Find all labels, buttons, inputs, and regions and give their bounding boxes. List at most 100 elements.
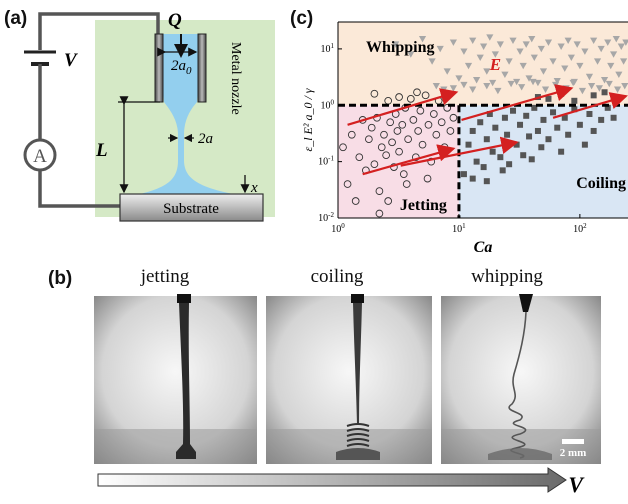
data-point-coiling (520, 152, 527, 159)
data-point-jetting (421, 91, 430, 100)
data-point-whipping (486, 34, 494, 41)
data-point-coiling (558, 148, 565, 155)
data-point-jetting (377, 143, 386, 152)
data-point-coiling (554, 124, 561, 131)
data-point-jetting (416, 106, 425, 115)
data-point-whipping (541, 86, 550, 93)
data-point-whipping (600, 77, 609, 84)
data-point-whipping (469, 37, 477, 45)
data-point-coiling (586, 110, 593, 117)
photo-jetting (94, 294, 257, 464)
data-point-whipping (553, 77, 561, 85)
data-point-jetting (399, 170, 408, 178)
data-point-whipping (590, 37, 598, 45)
data-point-coiling (534, 127, 541, 134)
data-point-whipping (480, 43, 488, 50)
data-point-jetting (386, 118, 395, 127)
data-point-whipping (483, 82, 491, 90)
y-tick-label-exp: -2 (328, 211, 334, 219)
data-point-coiling (561, 114, 568, 121)
x-axis-label: Ca (474, 239, 493, 256)
photo-title-whipping: whipping (471, 266, 543, 287)
data-point-whipping (576, 62, 584, 70)
data-point-whipping (573, 41, 581, 48)
data-point-coiling (486, 110, 493, 117)
data-point-coiling (598, 116, 605, 123)
field-label: E (489, 55, 501, 74)
flow-label: Q (168, 10, 182, 31)
data-point-whipping (578, 87, 587, 95)
region-label-jetting: Jetting (400, 197, 447, 214)
jet-diameter-label: 2a (198, 131, 213, 147)
data-point-whipping (516, 48, 524, 55)
data-point-jetting (355, 153, 364, 162)
data-point-coiling (523, 112, 530, 119)
data-point-whipping (529, 78, 537, 86)
x-tick-label: 101 (452, 222, 466, 235)
x-tick-label-exp: 2 (583, 222, 587, 230)
data-point-whipping (418, 35, 427, 43)
y-tick-label: 100 (321, 98, 335, 111)
data-point-coiling (469, 127, 476, 134)
fluid-jet (120, 34, 258, 200)
data-point-coiling (531, 104, 538, 111)
y-tick-label-base: 10 (318, 213, 328, 224)
panel-b-label: (b) (48, 268, 73, 289)
field-arrow (552, 92, 628, 119)
data-point-jetting (404, 135, 412, 144)
y-tick-label-exp: 0 (331, 98, 335, 106)
data-point-coiling (483, 178, 490, 185)
circuit-wire (38, 12, 160, 208)
length-label: L (95, 140, 108, 161)
data-point-coiling (489, 148, 496, 155)
nozzle-wall-right (197, 33, 207, 103)
data-point-jetting (437, 118, 446, 127)
voltage-label: V (64, 50, 78, 71)
data-point-whipping (609, 51, 618, 58)
data-point-coiling (565, 131, 572, 138)
data-point-jetting (432, 130, 441, 139)
data-point-coiling (590, 127, 597, 134)
y-axis-label: ε_l E² a_0 / γ (301, 88, 315, 151)
ammeter-label: A (33, 146, 47, 167)
data-point-whipping (530, 54, 538, 62)
data-point-whipping (469, 86, 477, 93)
data-point-jetting (375, 187, 384, 195)
data-point-whipping (585, 73, 594, 81)
battery-symbol (24, 50, 56, 66)
y-tick-label-base: 10 (321, 44, 331, 55)
data-point-coiling (483, 136, 490, 143)
data-point-whipping (491, 51, 499, 58)
data-point-whipping (605, 80, 613, 88)
x-tick-label-exp: 0 (341, 222, 345, 230)
data-point-jetting (418, 140, 427, 149)
data-point-whipping (534, 79, 542, 87)
data-point-coiling (504, 131, 511, 138)
data-point-coiling (550, 109, 557, 116)
photo-coiling (266, 294, 432, 464)
data-point-whipping (539, 68, 548, 75)
field-arrow (461, 84, 574, 121)
data-point-coiling (601, 89, 608, 96)
setup-schematic: V A Q 2a0 Metal nozzle L 2a x Substrate (23, 10, 275, 222)
field-arrow (347, 88, 459, 126)
data-point-coiling (480, 164, 487, 171)
data-point-coiling (492, 124, 499, 131)
data-point-jetting (388, 138, 396, 147)
data-point-whipping (544, 39, 553, 46)
data-point-whipping (449, 39, 458, 46)
data-point-jetting (398, 120, 407, 129)
nozzle-diameter-text: 2a0 (171, 58, 192, 77)
data-point-whipping (595, 85, 603, 92)
data-point-jetting (339, 143, 347, 152)
data-point-whipping (443, 68, 451, 75)
data-point-whipping (604, 39, 612, 46)
data-point-jetting (414, 127, 423, 135)
data-point-coiling (469, 175, 476, 182)
data-point-whipping (549, 58, 557, 65)
data-point-jetting (424, 120, 433, 129)
data-point-whipping (392, 41, 400, 48)
region-coiling (458, 105, 628, 218)
data-point-jetting (343, 180, 352, 188)
data-point-whipping (617, 43, 625, 50)
